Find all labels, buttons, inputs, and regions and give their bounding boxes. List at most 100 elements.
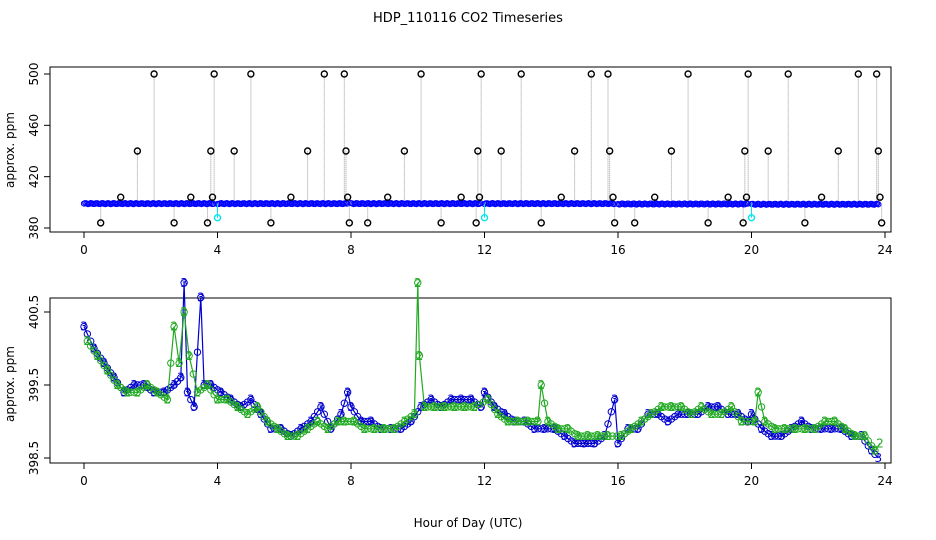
- series-point-3: [83, 330, 92, 338]
- top-x-tick-label: 20: [744, 243, 759, 257]
- series-marker-2: 2: [564, 422, 572, 436]
- series-marker-2: 2: [416, 349, 424, 363]
- outlier-point: [267, 219, 275, 227]
- series-marker-2: 2: [504, 415, 512, 429]
- series-point-2: [727, 403, 736, 411]
- series-marker-2: 2: [411, 407, 419, 421]
- series-marker-3: 3: [818, 422, 826, 436]
- series-marker-2: 2: [451, 400, 459, 414]
- series-marker-2: 2: [114, 378, 122, 392]
- series-marker-3: 3: [614, 436, 622, 450]
- series-point-2: [827, 417, 836, 426]
- top-x-tick-label: 12: [477, 243, 492, 257]
- series-point-2: [110, 376, 118, 384]
- series-point-2: [290, 432, 298, 440]
- series-point-2: [746, 417, 755, 426]
- outlier-point: [744, 70, 752, 78]
- series-marker-2: 2: [351, 415, 359, 429]
- outlier-point: [874, 147, 883, 155]
- series-point-2: [260, 412, 268, 421]
- series-marker-3: 3: [501, 407, 509, 421]
- series-point-2: [185, 352, 193, 360]
- series-marker-2: 2: [471, 400, 479, 414]
- series-marker-2: 2: [144, 378, 152, 392]
- series-point-2: [163, 395, 172, 404]
- outlier-point: [437, 219, 445, 227]
- series-marker-2: 2: [544, 415, 552, 429]
- outlier-point: [587, 70, 595, 78]
- series-marker-2: 2: [294, 429, 302, 443]
- series-marker-3: 3: [541, 422, 549, 436]
- outlier-point: [417, 70, 425, 78]
- series-point-2: [864, 437, 873, 445]
- series-marker-2: 2: [441, 400, 449, 414]
- outlier-point: [384, 193, 392, 201]
- series-point-3: [751, 415, 759, 423]
- outlier-point: [724, 193, 732, 201]
- outlier-point: [497, 147, 505, 155]
- outlier-point: [363, 219, 372, 227]
- series-point-2: [613, 432, 621, 440]
- outlier-point: [604, 70, 612, 78]
- outlier-point: [741, 147, 749, 155]
- series-marker-3: 3: [664, 415, 672, 429]
- x-axis-label: Hour of Day (UTC): [414, 516, 523, 530]
- series-marker-3: 3: [170, 378, 178, 392]
- outlier-point: [472, 219, 480, 227]
- series-point-2: [203, 381, 212, 389]
- series-point-2: [175, 359, 183, 367]
- series-marker-2: 2: [574, 429, 582, 443]
- series-marker-2: 2: [180, 305, 188, 319]
- series-point-3: [317, 403, 325, 411]
- series-marker-2: 2: [414, 276, 422, 290]
- series-marker-2: 2: [461, 400, 469, 414]
- series-marker-2: 2: [421, 400, 429, 414]
- series-marker-2: 2: [84, 334, 92, 348]
- series-marker-3: 3: [184, 385, 192, 399]
- series-point-2: [537, 381, 545, 389]
- series-marker-3: 3: [457, 393, 465, 407]
- series-point-2: [167, 359, 175, 367]
- series-point-2: [207, 386, 215, 394]
- series-marker-3: 3: [357, 415, 365, 429]
- outlier-point: [303, 147, 312, 155]
- outlier-point: [96, 219, 105, 227]
- series-point-3: [464, 395, 472, 404]
- outlier-point: [345, 219, 354, 227]
- outlier-point: [340, 70, 349, 78]
- series-point-2: [100, 361, 108, 370]
- series-point-2: [751, 417, 759, 426]
- series-marker-2: 2: [314, 415, 322, 429]
- series-point-3: [197, 293, 205, 302]
- series-marker-2: 2: [534, 415, 542, 429]
- outlier-point: [784, 70, 792, 78]
- series-point-2: [540, 399, 549, 407]
- bottom-x-tick-label: 12: [477, 474, 492, 488]
- series-point-2: [600, 432, 609, 440]
- series-point-3: [180, 279, 188, 287]
- series-marker-2: 2: [831, 415, 839, 429]
- bottom-y-axis: 398.5 399.5 400.5: [27, 295, 50, 475]
- series-marker-3: 3: [758, 422, 766, 436]
- series-marker-2: 2: [361, 422, 369, 436]
- series-marker-2: 2: [698, 400, 706, 414]
- series-marker-2: 2: [185, 349, 193, 363]
- outlier-point: [610, 219, 619, 227]
- series-marker-3: 3: [344, 385, 352, 399]
- outlier-point: [834, 147, 842, 155]
- outlier-point: [247, 70, 255, 78]
- series-marker-2: 2: [284, 429, 292, 443]
- bottom-x-tick-label: 4: [214, 474, 222, 488]
- outlier-point: [208, 193, 217, 201]
- series-marker-2: 2: [718, 407, 726, 421]
- bottom-x-tick-label: 8: [347, 474, 355, 488]
- series-marker-2: 2: [801, 422, 809, 436]
- series-marker-2: 2: [771, 422, 779, 436]
- series-point-2: [387, 425, 395, 433]
- series-marker-3: 3: [177, 371, 185, 385]
- outlier-point: [651, 193, 659, 201]
- baseline-point: [875, 201, 882, 208]
- series-marker-3: 3: [317, 400, 325, 414]
- series-point-2: [604, 432, 612, 440]
- bottom-x-tick-label: 16: [610, 474, 625, 488]
